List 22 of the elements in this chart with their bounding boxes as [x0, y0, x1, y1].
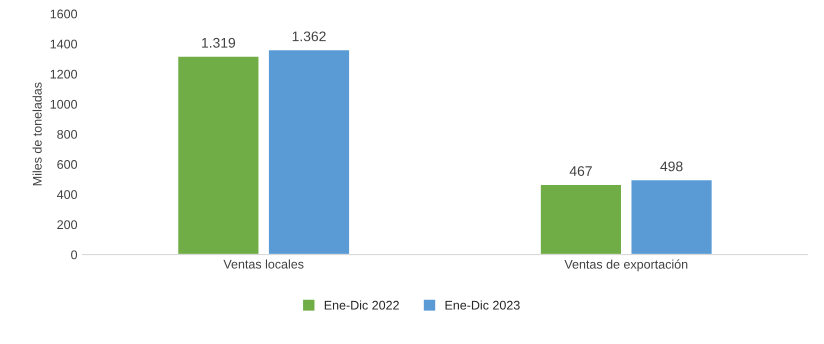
y-tick-label: 1200	[50, 70, 78, 79]
data-label: 498	[660, 161, 683, 172]
legend-label: Ene-Dic 2022	[324, 300, 399, 310]
data-label: 1.319	[202, 38, 236, 48]
y-tick-label: 1400	[50, 40, 78, 49]
y-axis-title: Miles de toneladas	[32, 82, 42, 186]
y-tick-label: 600	[57, 160, 78, 169]
bar	[630, 178, 714, 255]
data-label: 467	[570, 166, 592, 176]
x-tick-label: Ventas de exportación	[564, 259, 688, 272]
y-tick-label: 0	[71, 250, 78, 260]
y-tick-label: 400	[56, 190, 78, 200]
y-tick-label: 200	[57, 220, 78, 230]
legend-label: Ene-Dic 2023	[446, 300, 520, 310]
x-tick-label: Ventas locales	[223, 259, 304, 269]
bar	[268, 48, 350, 255]
y-tick-label: 800	[57, 130, 78, 139]
bar	[539, 184, 622, 255]
y-tick-label: 1000	[50, 100, 78, 109]
data-label: 1.362	[292, 31, 326, 42]
bar	[176, 55, 260, 255]
y-tick-label: 1600	[50, 10, 78, 18]
